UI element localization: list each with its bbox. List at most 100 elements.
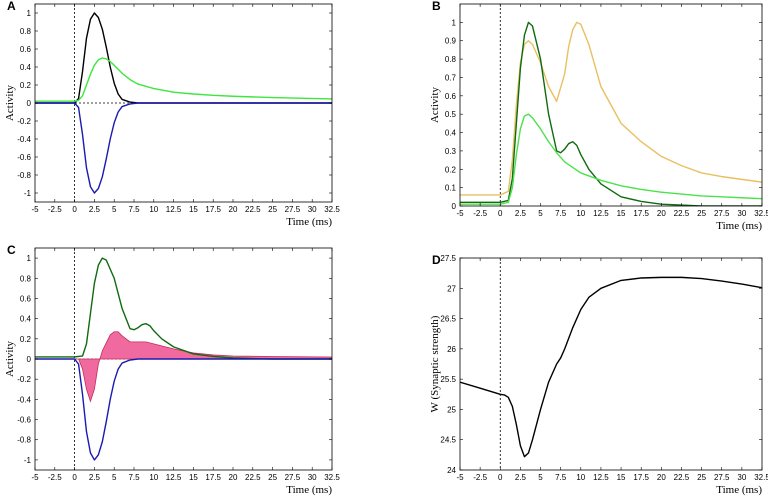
panel-label: C xyxy=(7,243,16,257)
x-tick-label: 27.5 xyxy=(714,473,730,482)
y-tick-label: 0.8 xyxy=(445,55,457,64)
series-line-0 xyxy=(35,257,332,360)
y-tick-label: -0.2 xyxy=(17,375,31,384)
y-tick-label: -0.8 xyxy=(17,436,31,445)
x-tick-label: -5 xyxy=(456,473,464,482)
x-tick-label: 17.5 xyxy=(633,473,649,482)
x-tick-label: 27.5 xyxy=(714,209,730,218)
y-tick-label: 24 xyxy=(447,466,456,475)
panel-label: B xyxy=(432,0,441,13)
y-tick-label: 0.4 xyxy=(20,63,32,72)
x-tick-label: -2.5 xyxy=(48,473,62,482)
y-tick-label: 26.5 xyxy=(440,315,456,324)
y-tick-label: 0.6 xyxy=(20,45,32,54)
x-tick-label: 0 xyxy=(498,473,503,482)
y-tick-label: 25.5 xyxy=(440,375,456,384)
y-axis-label: W (Synaptic strength) xyxy=(429,315,441,412)
x-tick-label: 15 xyxy=(189,473,198,482)
y-tick-label: 0.6 xyxy=(445,92,457,101)
x-tick-label: 32.5 xyxy=(754,473,768,482)
y-tick-label: 0 xyxy=(27,355,32,364)
series-line-0 xyxy=(460,276,762,458)
y-tick-label: -1 xyxy=(24,456,32,465)
x-tick-label: 12.5 xyxy=(593,473,609,482)
y-tick-label: 26 xyxy=(447,345,456,354)
y-axis-label: Activity xyxy=(4,340,16,377)
y-tick-label: -0.8 xyxy=(17,171,31,180)
panel-label: D xyxy=(432,253,441,267)
y-tick-label: -0.6 xyxy=(17,153,31,162)
y-tick-label: -0.4 xyxy=(17,395,31,404)
x-tick-label: 0 xyxy=(72,205,77,214)
axes-frame xyxy=(459,3,763,207)
plot-area xyxy=(460,258,762,470)
y-tick-label: 0.4 xyxy=(445,129,457,138)
x-tick-label: 27.5 xyxy=(285,205,301,214)
x-tick-label: 7.5 xyxy=(555,209,567,218)
panel-b: B-5 -2.5 0 2.5 5 7.5 10 12.5 15 17.5 20 22.5 25 27.5 3… xyxy=(429,0,768,232)
series-line-1 xyxy=(35,358,332,461)
x-tick-label: 7.5 xyxy=(128,473,140,482)
series-line-0 xyxy=(35,12,332,104)
x-tick-label: 12.5 xyxy=(166,473,182,482)
y-tick-label: 0.5 xyxy=(445,110,457,119)
x-tick-label: 12.5 xyxy=(593,209,609,218)
x-tick-label: 25 xyxy=(697,209,706,218)
x-tick-label: 15 xyxy=(189,205,198,214)
panel-label: A xyxy=(7,0,16,13)
x-tick-label: 2.5 xyxy=(89,473,101,482)
y-tick-label: 0 xyxy=(27,99,32,108)
x-tick-label: 15 xyxy=(617,209,626,218)
x-tick-label: 7.5 xyxy=(128,205,140,214)
panel-c: C-5 -2.5 0 2.5 5 7.5 10 12.5 15 17.5 20 22.5 25 27.5 3… xyxy=(4,243,340,496)
plot-area xyxy=(35,248,332,470)
y-tick-label: 0.4 xyxy=(20,315,32,324)
x-tick-label: 12.5 xyxy=(166,205,182,214)
y-tick-label: -1 xyxy=(24,189,32,198)
x-tick-label: 17.5 xyxy=(205,205,221,214)
y-tick-label: 0.9 xyxy=(445,37,457,46)
x-tick-label: 25 xyxy=(697,473,706,482)
plot-area xyxy=(35,4,332,202)
x-tick-label: 22.5 xyxy=(245,473,261,482)
y-tick-label: -0.4 xyxy=(17,135,31,144)
panel-a: A-5 -2.5 0 2.5 5 7.5 10 12.5 15 17.5 20 22.5 25 27.5 3… xyxy=(4,0,340,228)
x-tick-label: 32.5 xyxy=(754,209,768,218)
x-tick-label: 32.5 xyxy=(324,473,340,482)
x-axis-label: Time (ms) xyxy=(286,484,332,496)
x-tick-label: 20 xyxy=(229,205,238,214)
x-tick-label: 5 xyxy=(112,473,117,482)
x-tick-label: 10 xyxy=(149,473,158,482)
axes-frame xyxy=(459,257,763,471)
y-tick-label: -0.6 xyxy=(17,416,31,425)
y-tick-label: 0.7 xyxy=(445,73,457,82)
x-tick-label: 10 xyxy=(576,473,585,482)
x-tick-label: 27.5 xyxy=(285,473,301,482)
x-tick-label: 15 xyxy=(617,473,626,482)
x-axis-label: Time (ms) xyxy=(716,220,762,232)
x-tick-label: -2.5 xyxy=(473,209,487,218)
x-tick-label: 22.5 xyxy=(245,205,261,214)
x-tick-label: -2.5 xyxy=(473,473,487,482)
series-line-0 xyxy=(460,21,762,196)
x-tick-label: 0 xyxy=(72,473,77,482)
y-tick-label: 0.2 xyxy=(20,81,32,90)
x-tick-label: 25 xyxy=(268,473,277,482)
y-axis-label: Activity xyxy=(429,86,441,123)
y-axis-label: Activity xyxy=(4,84,16,121)
x-tick-label: -5 xyxy=(31,473,39,482)
y-tick-label: 0.2 xyxy=(20,335,32,344)
y-tick-label: -0.2 xyxy=(17,117,31,126)
y-tick-label: 0 xyxy=(452,202,457,211)
x-tick-label: 0 xyxy=(498,209,503,218)
x-tick-label: 7.5 xyxy=(555,473,567,482)
x-tick-label: 10 xyxy=(149,205,158,214)
x-tick-label: 5 xyxy=(538,473,543,482)
y-tick-label: 0.3 xyxy=(445,147,457,156)
x-tick-label: 30 xyxy=(308,205,317,214)
panel-d: D -5 -2.5 0 2.5 5 7.5 10 12.5 15 17.5 20 22.5 25 27.5 3… xyxy=(429,253,768,496)
x-tick-label: 20 xyxy=(657,473,666,482)
x-tick-label: -5 xyxy=(456,209,464,218)
